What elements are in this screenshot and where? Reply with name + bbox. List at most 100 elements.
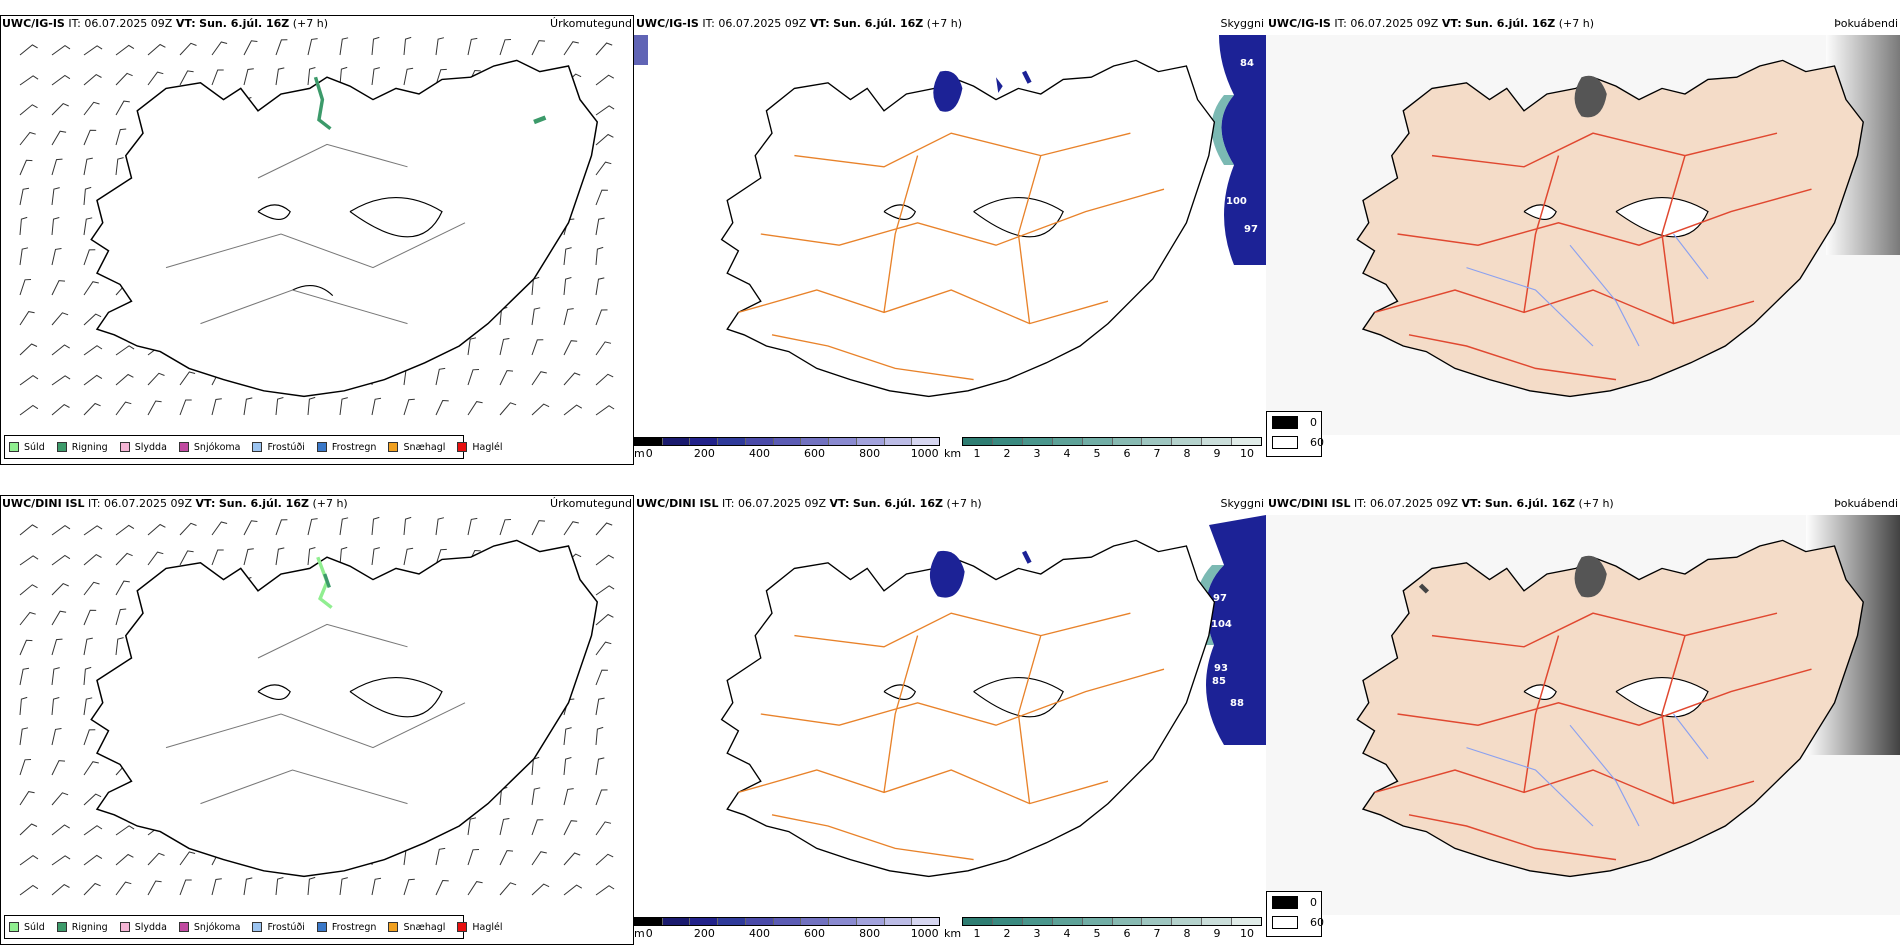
colorbar-cell (1112, 918, 1143, 925)
init-time: 06.07.2025 09Z (84, 17, 173, 30)
wind-barb (403, 878, 415, 896)
colorbar-tick-label: 800 (859, 447, 881, 460)
wind-barb (531, 403, 550, 416)
colorbar-cell (992, 918, 1023, 925)
legend-swatch (119, 922, 130, 932)
colorbar-cell (856, 918, 885, 925)
wind-barb (83, 249, 96, 266)
colorbar-cell (1202, 438, 1233, 445)
wind-barbs-map (19, 516, 615, 896)
valid-time: Sun. 6.júl. 16Z (1484, 497, 1575, 510)
wind-barb (595, 789, 608, 806)
legend-label: Frostúði (267, 921, 305, 933)
wind-barb (403, 547, 414, 566)
wind-barb (499, 818, 510, 836)
wind-barb (563, 820, 578, 836)
wind-barb (531, 520, 546, 536)
valid-time: Sun. 6.júl. 16Z (833, 17, 924, 30)
wind-barb (531, 307, 541, 326)
colorbar-cell (745, 918, 774, 925)
colorbar-tick-label: 2 (1003, 447, 1011, 460)
wind-barb (83, 186, 92, 206)
precip-legend-item: Slydda (119, 442, 167, 453)
vt-label: VT: (1441, 17, 1462, 30)
wind-barb (595, 821, 612, 836)
fog-map (1266, 35, 1900, 435)
wind-barb (51, 130, 67, 146)
wind-barb (595, 189, 608, 206)
wind-barb (275, 519, 288, 536)
wind-barb (51, 554, 71, 566)
wind-barb (595, 757, 605, 776)
precip-legend-item: Snæhagl (388, 442, 445, 453)
wind-barb (339, 546, 348, 566)
colorbar-cell (1022, 438, 1053, 445)
wind-barb (467, 337, 477, 356)
legend-swatch (178, 442, 189, 452)
it-label: IT: (702, 17, 715, 30)
colorbar-tick-label: 8 (1183, 927, 1191, 940)
wind-barb (19, 791, 35, 806)
wind-barb (243, 548, 254, 566)
legend-label: Frostúði (267, 441, 305, 453)
wind-barb (563, 757, 572, 776)
wind-barb (83, 101, 100, 116)
it-label: IT: (88, 497, 101, 510)
legend-label: Rigning (71, 441, 108, 453)
wind-barb (51, 403, 70, 416)
wind-barb (531, 819, 544, 836)
wind-barb (435, 548, 447, 566)
wind-barb (339, 517, 349, 536)
wind-barb (179, 522, 197, 536)
colorbar-cell (1082, 918, 1113, 925)
it-label: IT: (68, 17, 81, 30)
precip-legend-item: Snæhagl (388, 922, 445, 933)
field-name: Úrkomutegund (550, 17, 632, 30)
wind-barb (83, 129, 97, 146)
wind-barb (371, 516, 380, 536)
lead-time: (+7 h) (926, 17, 963, 30)
wind-barb (595, 554, 615, 566)
colorbar-tick-label: 200 (693, 447, 715, 460)
panel-header: UWC/IG-IS IT: 06.07.2025 09Z VT: Sun. 6.… (634, 15, 1266, 33)
wind-barb (595, 217, 605, 236)
wind-barb (51, 855, 71, 866)
panel-header: UWC/DINI ISL IT: 06.07.2025 09Z VT: Sun.… (0, 495, 634, 513)
wind-barb (435, 847, 446, 866)
wind-barb (531, 339, 544, 356)
wind-barb (595, 613, 614, 626)
wind-barb (83, 281, 99, 296)
wind-barb (19, 696, 28, 716)
colorbar-cell (662, 918, 691, 925)
colorbar-tick-label: 6 (1123, 927, 1131, 940)
colorbar-tick-label: 600 (804, 927, 826, 940)
it-label: IT: (722, 497, 735, 510)
wind-barb (371, 397, 382, 416)
colorbar-cell (884, 918, 913, 925)
wind-barb (275, 397, 284, 416)
wind-barb (51, 697, 60, 716)
model-name: UWC/DINI ISL (2, 497, 85, 510)
colorbar-cell (992, 438, 1023, 445)
wind-barb (115, 401, 132, 416)
wind-barb (19, 187, 30, 206)
wind-barb (19, 216, 28, 236)
vt-label: VT: (195, 497, 216, 510)
colorbar-cell (801, 438, 830, 445)
precip-legend-item: Haglél (457, 442, 503, 453)
wind-barb (147, 523, 166, 536)
wind-barb (51, 248, 62, 266)
colorbar-cell (1202, 918, 1233, 925)
wind-barb (531, 883, 550, 896)
precip-legend-item: Frostúði (252, 921, 305, 933)
precip-legend-item: Slydda (119, 922, 167, 933)
legend-swatch (178, 922, 189, 932)
precip-legend-item: Frostregn (316, 442, 376, 453)
wind-barb (115, 608, 127, 626)
field-name: Skyggni (1220, 17, 1264, 30)
legend-swatch (457, 922, 468, 932)
colorbar-cell (829, 918, 857, 925)
wind-barb (563, 884, 583, 896)
colorbar-tick-label: 5 (1093, 447, 1101, 460)
fog-legend-item: 0 (1272, 896, 1317, 909)
